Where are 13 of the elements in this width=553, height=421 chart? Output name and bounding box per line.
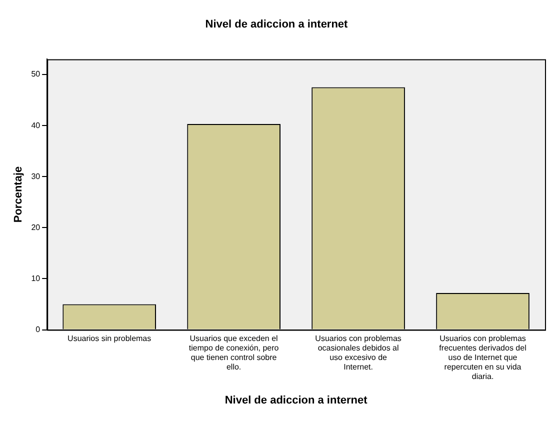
y-axis-title: Porcentaje [12, 166, 25, 223]
x-tick-label: Usuarios con problemas ocasionales debidos al uso excesivo de Internet. [315, 334, 402, 372]
y-tick-label: 50 [31, 70, 41, 79]
x-tick-label: Usuarios con problemas frecuentes derivados del uso de Internet que repercuten en su vida diaria. [439, 334, 527, 382]
y-tick-label: 30 [31, 172, 41, 181]
y-tick-label: 40 [31, 120, 41, 130]
x-tick-label: Usuarios que exceden el tiempo de conexión, pero que tienen control sobre ello. [188, 334, 280, 372]
y-tick-label: 10 [31, 274, 41, 283]
x-axis-title: Nivel de adiccion a internet [224, 394, 368, 406]
chart-title: Nivel de adiccion a internet [205, 18, 348, 31]
y-tick-label: 0 [36, 325, 41, 334]
x-tick-label: Usuarios sin problemas [68, 334, 152, 343]
y-tick-label: 20 [31, 222, 41, 232]
